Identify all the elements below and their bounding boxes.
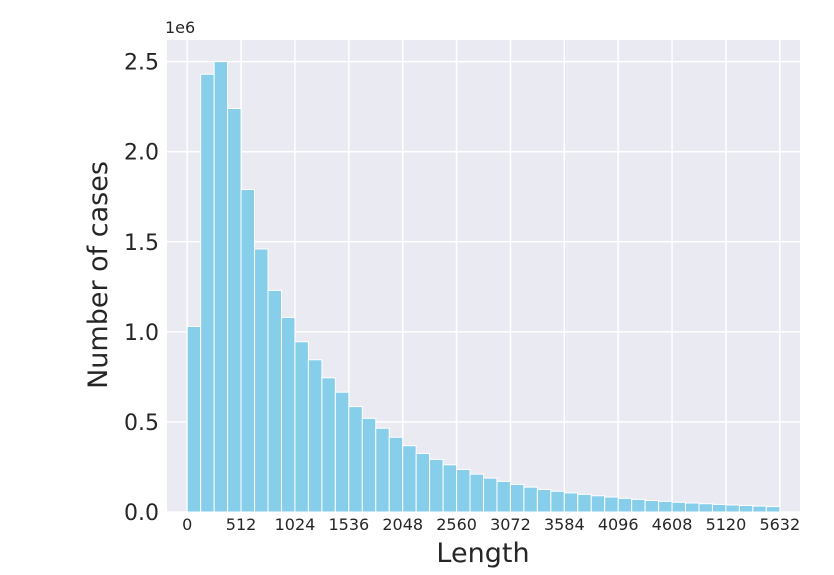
histogram-bar bbox=[388, 436, 404, 513]
histogram-bar bbox=[213, 61, 229, 513]
gridlines bbox=[167, 40, 800, 513]
x-tick-label: 1536 bbox=[328, 515, 369, 534]
x-tick-label: 1024 bbox=[275, 515, 316, 534]
histogram-bar bbox=[415, 452, 431, 513]
histogram-bar bbox=[752, 505, 767, 513]
histogram-bar bbox=[483, 477, 498, 513]
histogram-bar bbox=[550, 490, 565, 513]
histogram-bar bbox=[725, 504, 740, 513]
histogram-bar bbox=[631, 498, 646, 513]
histogram-bar bbox=[671, 501, 687, 513]
histogram-bar bbox=[267, 289, 282, 513]
x-tick-label: 5120 bbox=[706, 515, 747, 534]
y-tick-label: 2.5 bbox=[124, 51, 159, 76]
histogram-bar bbox=[456, 468, 471, 513]
histogram-bar bbox=[240, 189, 256, 513]
y-tick-label: 1.5 bbox=[124, 231, 159, 256]
histogram-bar bbox=[523, 486, 538, 513]
x-axis-title: Length bbox=[436, 538, 529, 569]
histogram-bar bbox=[496, 480, 511, 513]
histogram-bar bbox=[590, 495, 606, 513]
x-tick-label: 2048 bbox=[382, 515, 423, 534]
y-tick-label: 2.0 bbox=[124, 141, 159, 166]
x-tick-label: 4096 bbox=[598, 515, 639, 534]
histogram-bar bbox=[644, 499, 660, 513]
histogram-bar bbox=[294, 341, 309, 513]
bars bbox=[186, 61, 781, 513]
histogram-bar bbox=[765, 506, 781, 513]
histogram-bar bbox=[685, 502, 700, 513]
histogram-bar bbox=[254, 248, 269, 513]
histogram-bar bbox=[738, 505, 754, 513]
y-tick-label: 1.0 bbox=[124, 321, 159, 346]
histogram-bar bbox=[429, 458, 444, 513]
x-tick-label: 4608 bbox=[652, 515, 693, 534]
x-tick-label: 2560 bbox=[436, 515, 477, 534]
y-tick-labels: 0.0 0.5 1.0 1.5 2.0 2.5 bbox=[124, 51, 159, 526]
histogram-bar bbox=[577, 493, 592, 513]
histogram-bar bbox=[536, 488, 552, 513]
x-tick-labels: 0 512 1024 1536 2048 2560 3072 3584 4096 4608 5120… bbox=[182, 515, 800, 534]
histogram-bar bbox=[402, 445, 417, 513]
histogram-bar bbox=[321, 377, 336, 513]
y-tick-label: 0.0 bbox=[124, 501, 159, 526]
histogram-bar bbox=[563, 492, 579, 513]
histogram-bar bbox=[509, 483, 525, 513]
histogram-bar bbox=[186, 325, 202, 513]
x-tick-label: 3584 bbox=[544, 515, 585, 534]
histogram-bar bbox=[658, 500, 673, 513]
histogram-bar bbox=[227, 107, 242, 513]
x-tick-label: 512 bbox=[226, 515, 257, 534]
histogram-bar bbox=[469, 473, 485, 513]
histogram-bar bbox=[348, 406, 363, 513]
histogram-bar bbox=[334, 391, 350, 513]
x-tick-label: 0 bbox=[182, 515, 192, 534]
histogram-bar bbox=[604, 496, 619, 513]
histogram-bar bbox=[617, 497, 633, 513]
histogram-bar bbox=[711, 503, 727, 513]
histogram-bar bbox=[442, 464, 458, 513]
x-tick-label: 3072 bbox=[490, 515, 531, 534]
histogram-bar bbox=[375, 427, 390, 513]
histogram-bar bbox=[280, 316, 296, 513]
histogram-bar bbox=[361, 417, 377, 513]
y-tick-label: 0.5 bbox=[124, 411, 159, 436]
histogram-bar bbox=[698, 503, 713, 513]
x-tick-label: 5632 bbox=[759, 515, 800, 534]
histogram-bar bbox=[200, 73, 215, 513]
y-axis-title: Number of cases bbox=[83, 161, 114, 389]
histogram-bar bbox=[307, 359, 323, 513]
y-offset-label: 1e6 bbox=[165, 18, 195, 37]
